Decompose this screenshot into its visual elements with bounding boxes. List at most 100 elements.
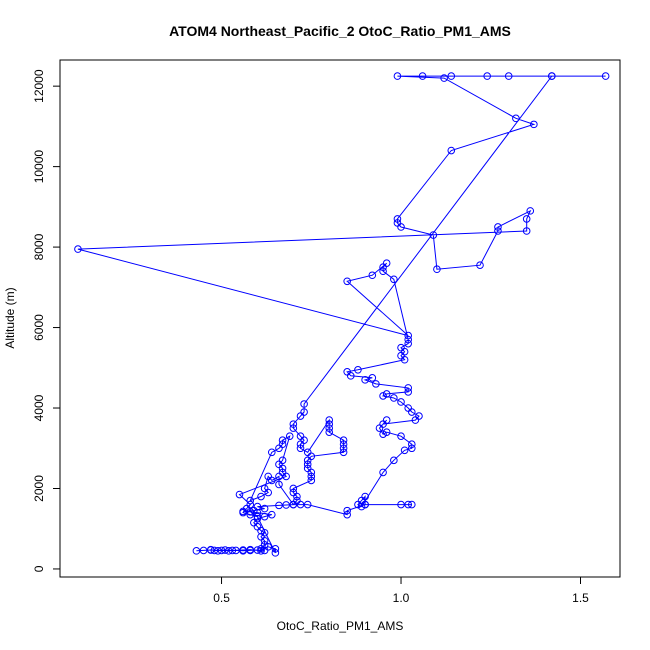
- data-point: [404, 388, 413, 396]
- data-point: [397, 432, 405, 440]
- data-point: [393, 219, 402, 227]
- data-point: [382, 259, 391, 267]
- x-axis-label: OtoC_Ratio_PM1_AMS: [277, 619, 404, 633]
- plot-frame: [59, 59, 621, 578]
- data-point: [260, 504, 269, 513]
- data-point: [264, 488, 273, 497]
- data-point: [547, 72, 556, 80]
- data-point: [278, 440, 287, 449]
- y-tick-label: 0: [32, 565, 46, 572]
- data-point: [415, 412, 423, 420]
- data-point: [275, 480, 283, 489]
- data-point: [504, 72, 513, 80]
- data-point: [289, 484, 298, 493]
- data-point: [296, 444, 305, 453]
- data-point: [239, 508, 247, 517]
- data-point: [404, 335, 413, 344]
- data-point: [289, 420, 298, 428]
- data-point: [221, 546, 229, 554]
- data-point: [397, 398, 405, 406]
- data-point: [289, 424, 298, 432]
- data-point: [278, 464, 287, 473]
- data-point: [264, 472, 273, 481]
- data-point: [246, 510, 255, 519]
- data-point: [271, 549, 280, 557]
- data-point: [343, 277, 351, 286]
- data-point: [494, 223, 502, 231]
- data-point: [379, 392, 387, 400]
- data-point: [325, 424, 334, 432]
- data-point: [339, 436, 348, 445]
- data-point: [407, 500, 416, 509]
- data-point: [307, 468, 316, 477]
- data-point: [260, 528, 269, 537]
- data-point: [282, 501, 290, 509]
- data-point: [407, 444, 416, 453]
- series-line: [77, 75, 606, 554]
- data-point: [382, 428, 391, 436]
- series-lines: [77, 75, 606, 554]
- data-point: [192, 547, 201, 555]
- y-tick-label: 4000: [32, 394, 46, 421]
- data-points: [74, 72, 610, 557]
- data-point: [372, 380, 380, 388]
- data-point: [260, 541, 269, 549]
- data-point: [325, 420, 334, 428]
- data-point: [74, 245, 82, 253]
- data-point: [282, 472, 290, 481]
- data-point: [368, 271, 377, 280]
- data-point: [397, 343, 405, 352]
- data-point: [325, 416, 334, 424]
- data-point: [447, 146, 456, 155]
- data-point: [267, 510, 276, 519]
- data-point: [300, 400, 308, 408]
- data-point: [379, 267, 387, 276]
- data-point: [253, 514, 262, 523]
- data-point: [382, 390, 391, 398]
- data-point: [235, 490, 244, 499]
- data-point: [232, 546, 240, 555]
- data-point: [199, 546, 208, 555]
- data-point: [526, 207, 535, 215]
- data-point: [253, 502, 262, 511]
- data-point: [354, 500, 362, 509]
- data-point: [483, 72, 491, 80]
- data-point: [307, 472, 316, 481]
- data-point: [404, 404, 413, 412]
- data-point: [361, 376, 369, 384]
- data-point: [278, 436, 287, 445]
- x-tick-label: 0.5: [213, 591, 230, 605]
- data-point: [339, 444, 348, 453]
- data-point: [246, 496, 255, 505]
- data-point: [379, 420, 387, 428]
- data-point: [400, 446, 409, 455]
- data-point: [210, 546, 219, 555]
- data-point: [264, 543, 273, 551]
- y-tick-label: 2000: [32, 475, 46, 502]
- data-point: [239, 546, 247, 554]
- y-tick-label: 6000: [32, 314, 46, 341]
- data-point: [357, 502, 366, 511]
- data-point: [253, 546, 262, 554]
- data-point: [393, 215, 402, 223]
- data-point: [303, 500, 312, 509]
- data-point: [228, 546, 237, 555]
- data-point: [217, 546, 226, 555]
- data-point: [494, 227, 502, 235]
- data-point: [296, 440, 305, 449]
- data-point: [390, 275, 398, 284]
- data-point: [285, 432, 294, 440]
- data-point: [404, 339, 413, 348]
- data-point: [293, 492, 301, 501]
- data-point: [530, 120, 538, 129]
- data-point: [343, 506, 351, 515]
- data-point: [379, 468, 387, 477]
- data-point: [214, 547, 222, 555]
- data-point: [404, 500, 413, 509]
- y-axis: 0 2000 4000 6000 8000 10000 12000: [32, 69, 60, 572]
- data-point: [512, 114, 520, 123]
- data-point: [275, 501, 283, 510]
- data-point: [257, 492, 265, 501]
- data-point: [522, 227, 531, 235]
